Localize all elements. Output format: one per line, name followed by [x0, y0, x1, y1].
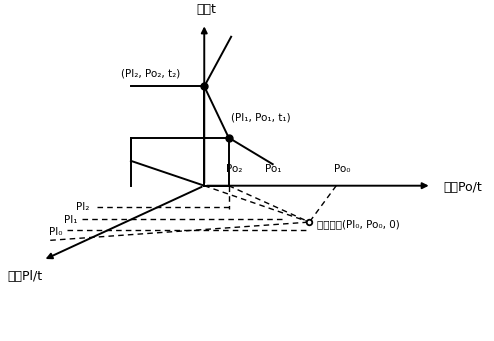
Text: 产液Pl/t: 产液Pl/t	[7, 270, 42, 283]
Text: 时间t: 时间t	[197, 3, 217, 16]
Text: 初始产量(Pl₀, Po₀, 0): 初始产量(Pl₀, Po₀, 0)	[317, 219, 400, 229]
Text: (Pl₂, Po₂, t₂): (Pl₂, Po₂, t₂)	[121, 68, 180, 78]
Text: Po₁: Po₁	[265, 164, 282, 174]
Text: Po₀: Po₀	[334, 164, 350, 174]
Text: (Pl₁, Po₁, t₁): (Pl₁, Po₁, t₁)	[231, 113, 291, 123]
Text: Pl₀: Pl₀	[49, 227, 63, 237]
Text: 产油Po/t: 产油Po/t	[444, 181, 483, 194]
Text: Pl₁: Pl₁	[64, 216, 77, 225]
Text: Pl₂: Pl₂	[76, 202, 89, 212]
Text: Po₂: Po₂	[226, 164, 243, 174]
